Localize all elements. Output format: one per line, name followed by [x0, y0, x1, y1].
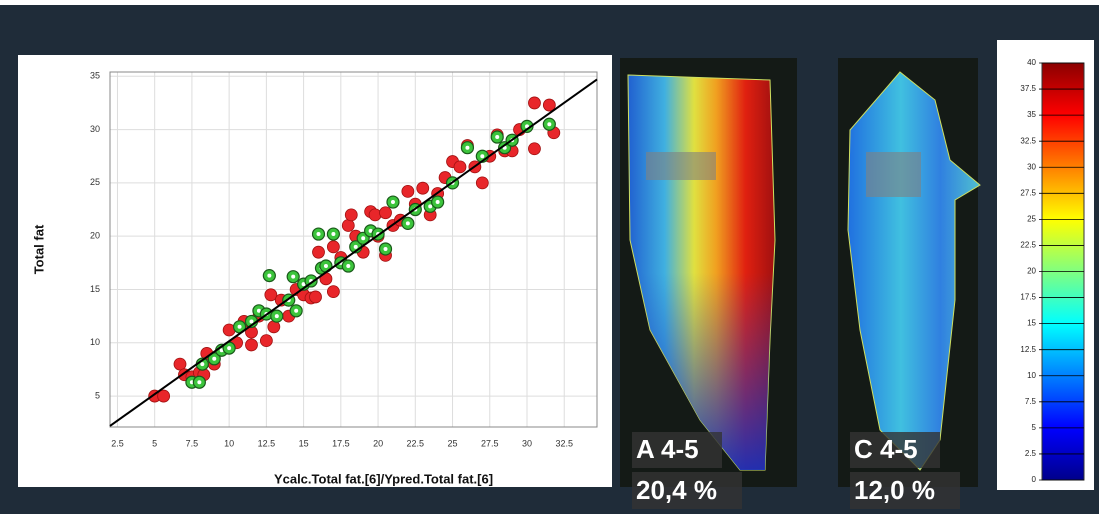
point — [245, 339, 257, 351]
x-tick-label: 30 — [522, 438, 532, 448]
image-value: 12,0 % — [854, 475, 935, 505]
x-tick-label: 22.5 — [407, 438, 425, 448]
point — [528, 143, 540, 155]
y-tick-label: 20 — [90, 231, 100, 241]
y-tick-label: 15 — [90, 284, 100, 294]
point-center — [267, 274, 271, 278]
point-center — [212, 357, 216, 361]
page: A 4-5 20,4 % C 4-5 12,0 % 2.5 5 7.5 10 12.5 1… — [0, 0, 1099, 509]
tick-label: 12.5 — [1020, 345, 1036, 354]
image-label: A 4-5 — [636, 434, 699, 464]
point-center — [324, 264, 328, 268]
tick-label: 5 — [1032, 423, 1037, 432]
point-center — [238, 325, 242, 329]
tick-label: 0 — [1032, 475, 1037, 484]
point-center — [436, 200, 440, 204]
x-tick-label: 17.5 — [332, 438, 350, 448]
point-center — [384, 247, 388, 251]
point — [313, 246, 325, 258]
y-tick-label: 10 — [90, 337, 100, 347]
point-center — [294, 309, 298, 313]
y-tick-label: 35 — [90, 71, 100, 81]
tick-label: 35 — [1027, 110, 1036, 119]
tick-label: 27.5 — [1020, 188, 1036, 197]
tick-label: 2.5 — [1025, 449, 1037, 458]
top-strip — [0, 0, 1099, 5]
point — [260, 335, 272, 347]
point — [476, 177, 488, 189]
point-center — [495, 135, 499, 139]
point-center — [227, 346, 231, 350]
point — [402, 185, 414, 197]
tick-label: 15 — [1027, 319, 1036, 328]
tick-label: 25 — [1027, 214, 1036, 223]
tick-label: 17.5 — [1020, 293, 1036, 302]
image-value: 20,4 % — [636, 475, 717, 505]
point-center — [275, 314, 279, 318]
point — [327, 241, 339, 253]
tick-label: 40 — [1027, 58, 1036, 67]
point — [327, 286, 339, 298]
tick-label: 10 — [1027, 371, 1036, 380]
point-center — [361, 236, 365, 240]
roi — [646, 152, 716, 180]
point — [342, 220, 354, 232]
point — [174, 358, 186, 370]
point-center — [331, 232, 335, 236]
point — [369, 209, 381, 221]
point-center — [465, 146, 469, 150]
point — [417, 182, 429, 194]
point — [528, 97, 540, 109]
point-center — [291, 275, 295, 279]
x-tick-label: 7.5 — [186, 438, 199, 448]
x-tick-label: 5 — [152, 438, 157, 448]
image-label: C 4-5 — [854, 434, 918, 464]
tick-label: 37.5 — [1020, 84, 1036, 93]
y-tick-label: 30 — [90, 124, 100, 134]
x-tick-label: 10 — [224, 438, 234, 448]
point-center — [406, 221, 410, 225]
point — [345, 209, 357, 221]
y-tick-label: 5 — [95, 390, 100, 400]
scatter-panel — [18, 55, 612, 487]
point-center — [249, 319, 253, 323]
x-tick-label: 12.5 — [258, 438, 276, 448]
x-tick-label: 32.5 — [555, 438, 573, 448]
tick-label: 7.5 — [1025, 397, 1037, 406]
x-tick-label: 2.5 — [111, 438, 124, 448]
point-center — [197, 380, 201, 384]
tick-label: 22.5 — [1020, 241, 1036, 250]
point — [380, 207, 392, 219]
tick-label: 32.5 — [1020, 136, 1036, 145]
x-tick-label: 27.5 — [481, 438, 499, 448]
point-center — [391, 200, 395, 204]
x-tick-label: 15 — [299, 438, 309, 448]
roi — [866, 152, 921, 197]
point-center — [346, 264, 350, 268]
x-axis-label: Ycalc.Total fat.[6]/Ypred.Total fat.[6] — [274, 471, 493, 486]
tick-label: 20 — [1027, 267, 1036, 276]
y-axis-label: Total fat — [31, 224, 46, 274]
point — [454, 161, 466, 173]
point-center — [547, 122, 551, 126]
point-center — [428, 204, 432, 208]
x-tick-label: 25 — [448, 438, 458, 448]
point-center — [480, 154, 484, 158]
point-center — [200, 362, 204, 366]
tick-label: 30 — [1027, 162, 1036, 171]
y-tick-label: 25 — [90, 177, 100, 187]
point-center — [354, 245, 358, 249]
x-tick-label: 20 — [373, 438, 383, 448]
point-center — [317, 232, 321, 236]
point — [310, 291, 322, 303]
